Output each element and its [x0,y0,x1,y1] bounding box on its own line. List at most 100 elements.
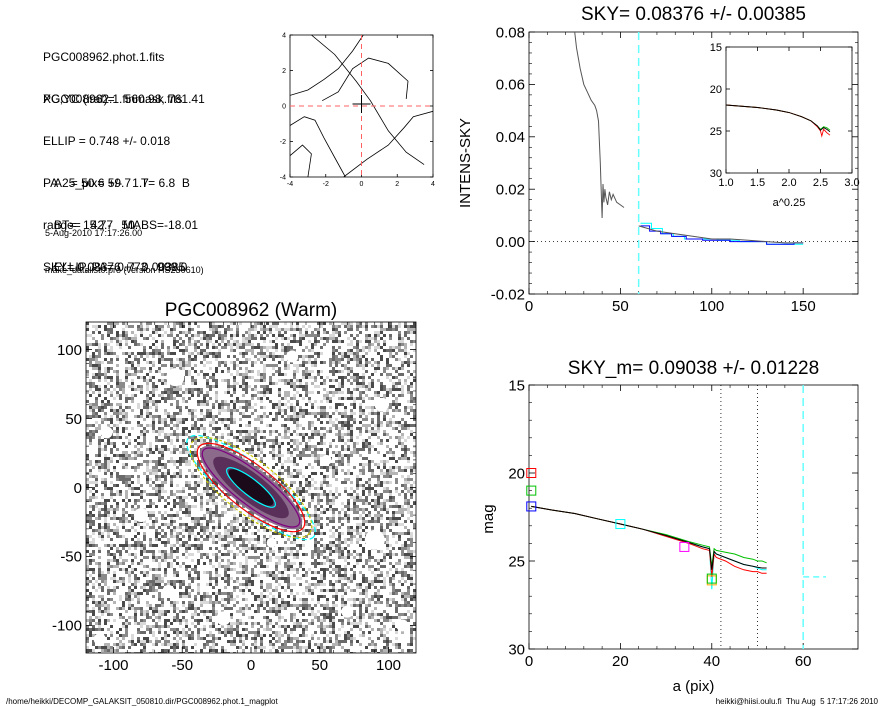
y-tick-label: 20 [508,465,525,482]
footer-user: heikki@hiisi.oulu.fi Thu Aug 5 17:17:26 … [715,697,878,706]
y-tick-label: 20 [710,84,722,96]
timestamp: 5-Aug-2010 17:17:26.00 [45,228,143,238]
param-line: XC,YC (iraf)= 560.98, 761.41 [43,92,205,106]
inset-xlabel: a^0.25 [773,197,806,209]
masked-star [364,529,385,550]
mag-series-group [531,385,827,649]
sky-series-line [574,32,625,219]
masked-star [216,611,231,626]
y-tick-label: -2 [280,139,286,146]
masked-star [266,537,277,548]
param-line: BT= 15.77 MABS=-18.01 [54,218,199,232]
inset-frame [725,46,853,174]
x-tick-label: 20 [612,653,629,670]
param-line: ELLIP = 0.748 +/- 0.018 [43,134,171,148]
masked-star [374,397,389,412]
masked-star [162,584,175,597]
isophote-ellipse [201,447,301,528]
param-line: ELLIP, PA= 0.773 999.0 [54,260,188,274]
isophote-contour [290,116,346,177]
sky-ylabel: INTENS-SKY [457,118,474,208]
isophote-contour [290,144,312,177]
sky-title: SKY= 0.08376 +/- 0.00385 [581,4,806,25]
y-tick-label: 15 [508,377,525,394]
x-tick-label: 100 [699,298,724,315]
noise-pixels [86,322,416,653]
masked-star [93,633,106,646]
file-list: PGC008962.phot.1.fits PGC008962.1.finmas… [43,22,182,120]
x-tick-label: 1.0 [718,177,733,189]
file-name: PGC008962.1.finmask.fits [43,92,183,106]
y-tick-label: -4 [280,174,286,181]
param-line: PA = 50.6 +/- 1.7 [43,176,149,190]
x-tick-label: -100 [98,657,128,674]
y-tick-label: 25 [508,553,525,570]
masked-star [100,426,113,439]
sky-series-line [638,225,804,244]
mag-xlabel: a (pix) [673,678,715,695]
y-tick-label: 4 [282,32,286,39]
isophote-contour [311,35,425,165]
masked-star [396,619,409,632]
y-tick-label: 15 [710,42,722,54]
file-name: PGC008962.phot.1.fits [43,50,165,64]
mag-title: SKY_m= 0.09038 +/- 0.01228 [568,358,819,379]
profile-marker-square [526,501,537,512]
masked-star [286,350,299,363]
contour-lines [290,35,433,177]
x-tick-label: 100 [376,657,401,674]
mag-ylabel: mag [480,504,497,533]
y-tick-label: 2 [282,68,286,75]
isophote-contour [343,110,433,177]
x-tick-label: 4 [431,181,435,188]
inset-series-line [725,104,831,133]
isophote-ellipse [226,467,276,508]
galaxy-core [228,469,274,506]
y-tick-label: 0 [282,103,286,110]
y-tick-label: 0.08 [496,24,525,41]
isophote-ellipse [189,436,313,539]
run-meta: 5-Aug-2010 17:17:26.00 make_datalist0.pr… [45,206,204,287]
y-tick-label: 0 [74,480,82,497]
x-tick-label: 50 [612,298,629,315]
masked-star [134,508,148,523]
isophote-contour [290,35,364,96]
param-line: range= 42.- 50. [43,218,139,232]
fit-params: XC,YC (iraf)= 560.98, 761.41 ELLIP = 0.7… [43,64,205,288]
y-tick-label: 30 [710,168,722,180]
y-tick-label: 0.00 [496,234,525,251]
mag-frame [528,384,859,650]
y-tick-label: 25 [710,126,722,138]
x-tick-label: 2.5 [813,177,828,189]
isophote-contour [322,57,409,102]
profile-marker-square [615,519,626,530]
x-tick-label: 60 [795,653,812,670]
sky-series-group [529,32,858,294]
param-line: A25_pix= 59.7 T= 6.8 B [54,176,190,190]
noise-pixels [86,322,416,653]
y-tick-label: -0.02 [491,286,525,303]
noise-pixels [86,322,416,653]
x-tick-label: 0 [525,653,533,670]
image-pixels [86,322,416,653]
y-tick-label: -100 [52,618,82,635]
x-tick-label: 2 [395,181,399,188]
isophote-ellipse [196,442,306,533]
image-title: PGC008962 (Warm) [165,300,337,321]
x-tick-label: -50 [171,657,193,674]
mag-profile-line [531,505,767,570]
program-version: make_datalist0.pro (version HS230610) [45,265,204,275]
masked-star [321,454,332,465]
x-tick-label: 3.0 [844,177,859,189]
x-tick-label: 50 [311,657,328,674]
masked-star [166,368,185,387]
y-tick-label: 100 [57,342,82,359]
y-tick-label: 50 [65,411,82,428]
y-tick-label: 0.02 [496,181,525,198]
y-tick-label: -50 [60,549,82,566]
mag-profile-line [531,505,767,567]
noise-pixels [86,322,416,653]
y-tick-label: 0.06 [496,77,525,94]
profile-marker-square [706,573,717,584]
